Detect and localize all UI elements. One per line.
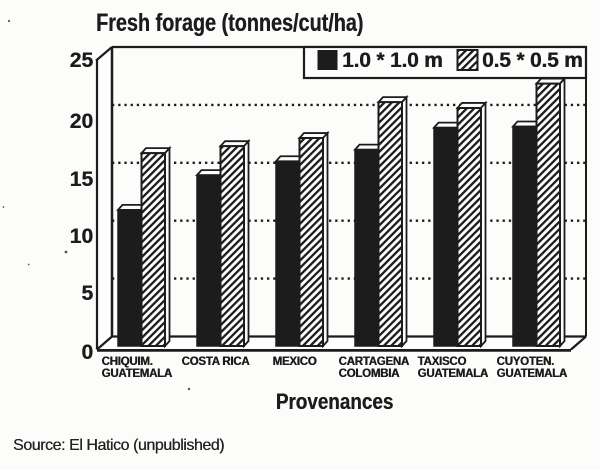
legend-box — [302, 45, 588, 80]
category-label-line: TAXISCO — [417, 356, 467, 368]
bar-solid-5 — [512, 125, 538, 347]
legend-label-05x05: 0.5 * 0.5 m — [482, 49, 583, 72]
scan-speck — [64, 250, 68, 254]
source-note: Source: El Hatico (unpublished) — [13, 436, 225, 454]
y-axis-tick-25: 25 — [69, 49, 93, 72]
category-label-cartagena: CARTAGENA COLOMBIA — [338, 356, 410, 381]
category-label-taxisco: TAXISCO GUATEMALA — [417, 356, 489, 381]
y-axis-tick-0: 0 — [81, 340, 93, 364]
bar-hatched-4 — [456, 106, 482, 347]
scan-speck — [27, 263, 30, 266]
category-label-chiquimula: CHIQUIM. GUATEMALA — [101, 356, 173, 381]
bar-solid-3 — [354, 148, 380, 347]
floor-left-edge — [96, 335, 113, 351]
y-axis-tick-15: 15 — [69, 167, 93, 191]
category-label-line: COLOMBIA — [338, 368, 400, 381]
category-label-line: CUYOTEN. — [496, 356, 555, 368]
y-axis-tick-10: 10 — [69, 225, 93, 248]
x-axis-title: Provenances — [275, 389, 393, 414]
left-wall-top-edge — [95, 46, 113, 62]
scan-speck — [7, 19, 11, 23]
chart-title: Fresh forage (tonnes/cut/ha) — [96, 9, 364, 37]
legend-swatch-solid — [317, 50, 338, 70]
scan-speck — [2, 206, 5, 208]
category-label-line: GUATEMALA — [101, 368, 173, 381]
legend-label-1x1: 1.0 * 1.0 m — [342, 49, 443, 72]
category-label-costa-rica: COSTA RICA — [182, 356, 250, 368]
bar-solid-2 — [275, 160, 301, 347]
scan-speck — [187, 387, 191, 391]
category-label-mexico: MEXICO — [273, 356, 317, 368]
axis-wall-3d — [97, 47, 112, 350]
y-axis-tick-20: 20 — [69, 110, 93, 133]
category-label-line: GUATEMALA — [496, 368, 568, 381]
category-label-line: CHIQUIM. — [101, 356, 153, 368]
bar-solid-0 — [117, 209, 143, 347]
bar-solid-1 — [196, 174, 222, 347]
legend-swatch-hatched — [456, 49, 479, 71]
bar-hatched-2 — [298, 137, 324, 347]
y-axis-tick-5: 5 — [81, 282, 93, 305]
bar-hatched-0 — [140, 152, 166, 347]
category-label-line: COSTA RICA — [181, 356, 250, 368]
bar-solid-4 — [433, 126, 459, 347]
category-label-line: MEXICO — [272, 356, 317, 368]
floor-right-edge — [570, 335, 587, 351]
category-label-cuyotenango: CUYOTEN. GUATEMALA — [496, 356, 568, 381]
bar-hatched-5 — [535, 82, 561, 347]
bar-hatched-3 — [377, 101, 403, 347]
bar-hatched-1 — [219, 145, 245, 347]
category-label-line: CARTAGENA — [338, 356, 410, 368]
category-label-line: GUATEMALA — [417, 368, 489, 381]
x-axis-title-wrap: Provenances — [241, 389, 427, 415]
